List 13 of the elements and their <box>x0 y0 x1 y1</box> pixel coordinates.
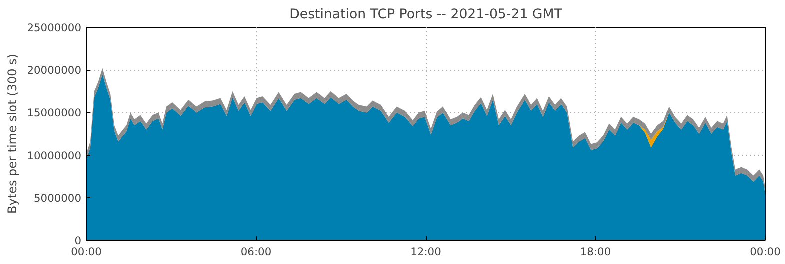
y-axis-title: Bytes per time slot (300 s) <box>5 54 20 214</box>
x-tick-label: 12:00 <box>410 246 442 258</box>
x-tick-label: 00:00 <box>750 246 782 258</box>
chart-title: Destination TCP Ports -- 2021-05-21 GMT <box>290 8 564 22</box>
y-tick-label: 0 <box>74 234 82 248</box>
y-tick-label: 5000000 <box>34 192 82 205</box>
y-tick-label: 10000000 <box>27 149 82 162</box>
y-tick-label: 15000000 <box>27 106 82 120</box>
x-tick-label: 00:00 <box>71 246 102 258</box>
y-tick-label: 20000000 <box>27 64 82 78</box>
x-tick-label: 06:00 <box>240 246 272 258</box>
y-tick-label: 25000000 <box>27 22 82 34</box>
x-tick-label: 18:00 <box>580 246 612 258</box>
